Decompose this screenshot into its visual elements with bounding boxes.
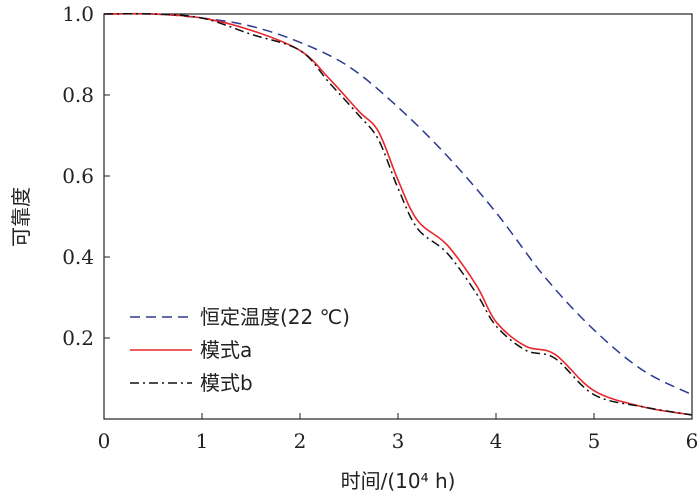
legend: 恒定温度(22 ℃) 模式a 模式b (130, 305, 350, 395)
y-tick-label: 0.2 (62, 326, 94, 350)
x-tick-label: 2 (294, 429, 307, 453)
legend-label-constant-temp: 恒定温度(22 ℃) (200, 305, 350, 329)
y-tick-label: 0.4 (62, 245, 94, 269)
y-tick-label: 1.0 (62, 2, 94, 26)
series-layer (103, 12, 693, 416)
x-tick-label: 5 (588, 429, 601, 453)
series-line-mode-b (103, 12, 693, 416)
series-line-constant-temp (103, 12, 693, 396)
tick-layer: 0 1 2 3 4 5 6 0.2 0.4 0.6 0.8 1.0 (62, 2, 698, 453)
x-tick-label: 3 (392, 429, 405, 453)
series-line-mode-a (103, 12, 693, 416)
plot-frame (103, 13, 693, 420)
x-axis-title: 时间/(10⁴ h) (341, 469, 456, 493)
x-tick-label: 0 (98, 429, 111, 453)
y-axis-title: 可靠度 (9, 187, 33, 247)
x-tick-label: 4 (490, 429, 503, 453)
legend-label-mode-b: 模式b (200, 371, 253, 395)
x-tick-label: 1 (196, 429, 209, 453)
x-tick-label: 6 (686, 429, 699, 453)
y-tick-label: 0.6 (62, 164, 94, 188)
y-tick-label: 0.8 (62, 83, 94, 107)
legend-label-mode-a: 模式a (200, 338, 252, 362)
